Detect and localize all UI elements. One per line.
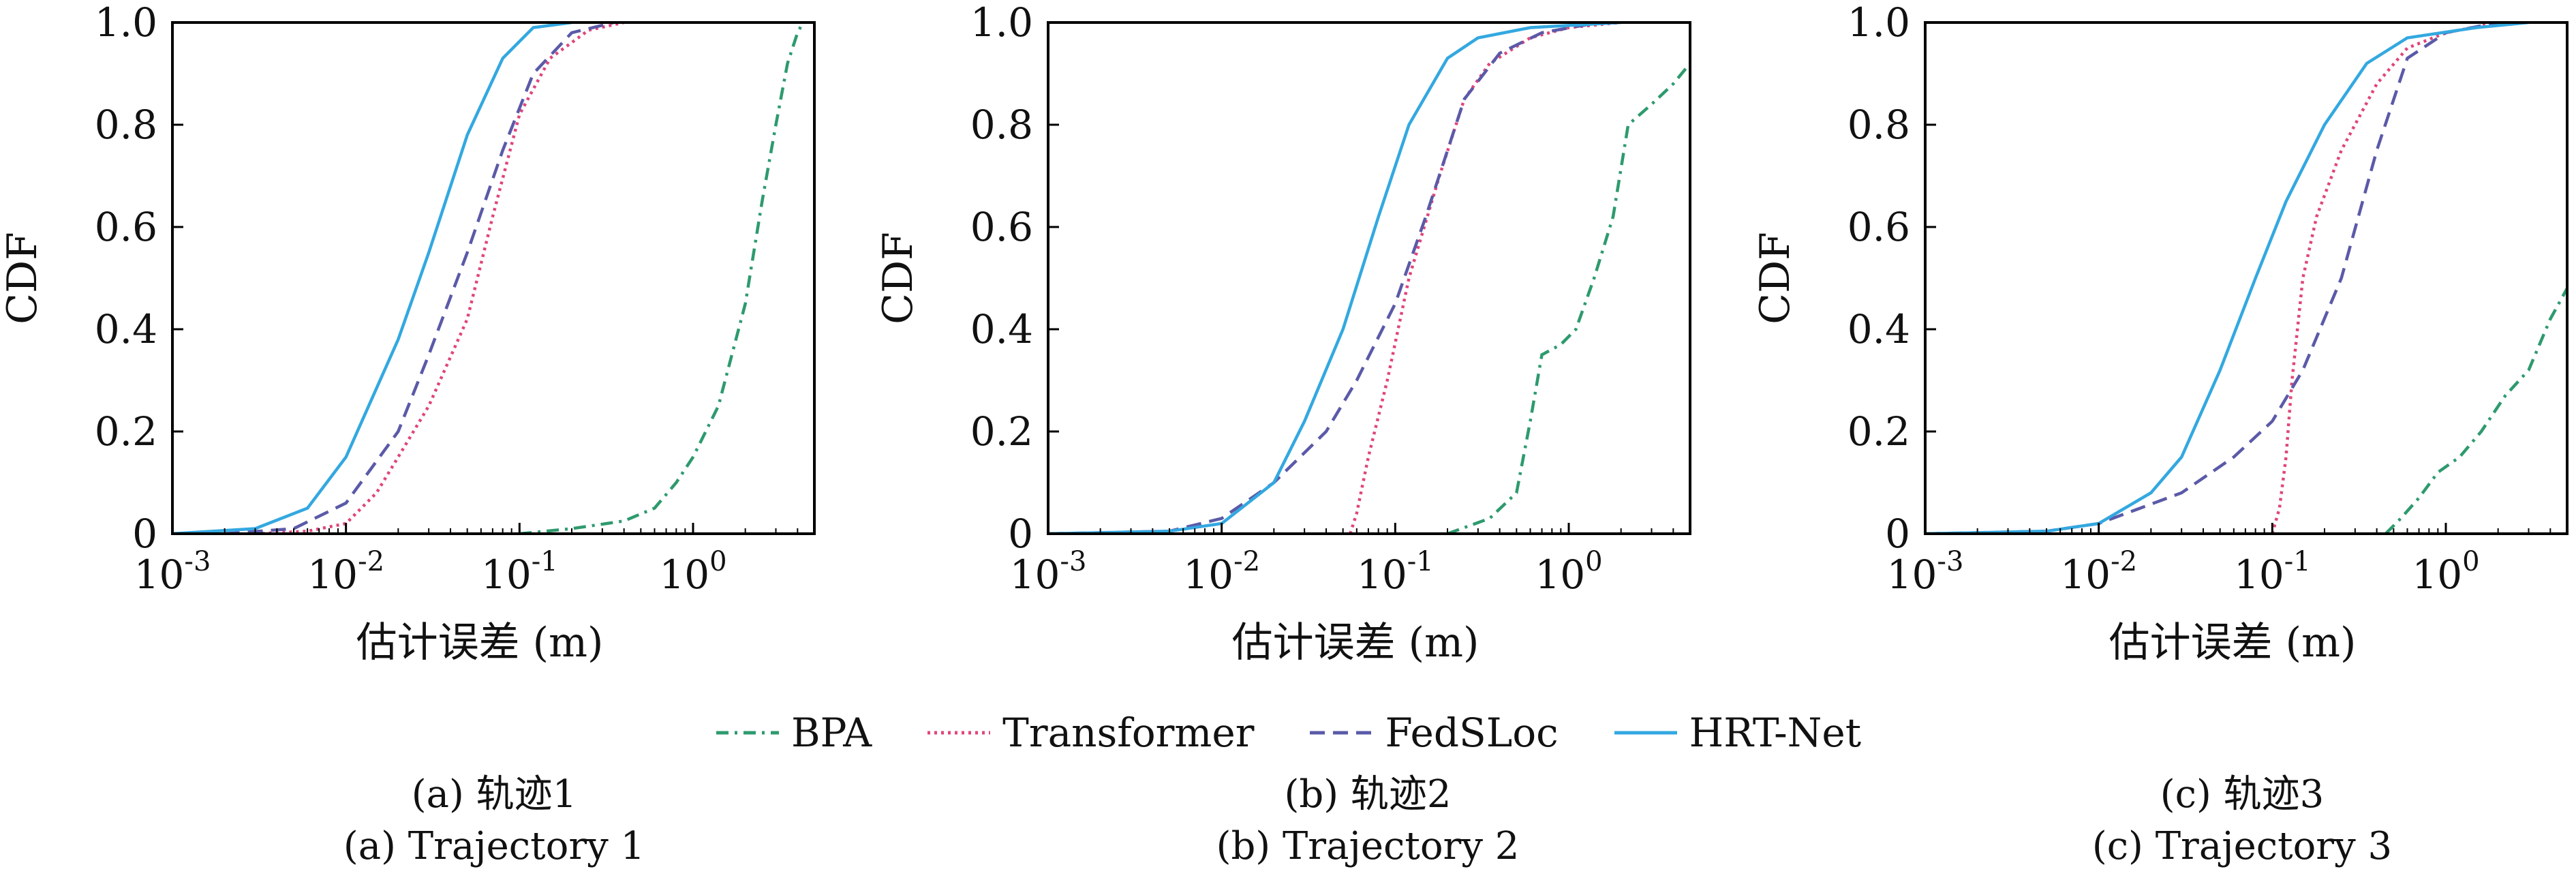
legend-swatch-transformer <box>927 731 991 735</box>
y-tick-label: 1.0 <box>95 0 157 46</box>
y-tick-label: 0.2 <box>95 408 157 455</box>
y-tick-label: 0.2 <box>970 408 1033 455</box>
series-line-hrt-net <box>1048 22 1621 534</box>
caption-a-en: (a) Trajectory 1 <box>343 824 645 868</box>
y-tick-label: 0.8 <box>95 102 157 148</box>
y-tick-label: 0.6 <box>970 204 1033 250</box>
plot-frame <box>1047 21 1691 535</box>
series-line-transformer <box>1349 22 1621 534</box>
legend-swatch-bpa <box>716 731 779 735</box>
legend-item-fedsloc: FedSLoc <box>1308 710 1559 756</box>
y-axis-label: CDF <box>874 232 922 324</box>
x-axis-label: 估计误差 (m) <box>1232 619 1479 667</box>
legend-item-transformer: Transformer <box>926 710 1254 756</box>
y-tick-label: 0 <box>132 511 157 557</box>
x-tick-label: 10-3 <box>1887 546 1964 598</box>
caption-b-en: (b) Trajectory 2 <box>1216 824 1520 868</box>
x-tick-label: 10-3 <box>134 546 211 598</box>
caption-a: (a) 轨迹1 (a) Trajectory 1 <box>187 769 801 873</box>
chart-panel-3: 0 0.2 0.4 0.6 0.8 1.0 10-3 10-2 10-1 100 估计误差 (m) C… <box>1751 0 2569 667</box>
series-line-fedsloc <box>1925 22 2499 534</box>
y-tick-label: 0.6 <box>95 204 157 250</box>
legend-label-transformer: Transformer <box>1002 710 1255 756</box>
y-tick-label: 0.4 <box>95 306 157 352</box>
x-tick-label: 100 <box>1535 546 1602 598</box>
legend-label-hrt-net: HRT-Net <box>1689 710 1862 756</box>
y-tick-label: 0.4 <box>1847 306 1910 352</box>
x-axis-label: 估计误差 (m) <box>2109 619 2357 667</box>
caption-c-en: (c) Trajectory 3 <box>2091 824 2393 868</box>
legend-swatch-fedsloc <box>1310 731 1373 735</box>
chart-panel-1: 0 0.2 0.4 0.6 0.8 1.0 10-3 10-2 10-1 100 估计误差 (m) C… <box>0 0 816 667</box>
legend-item-bpa: BPA <box>715 710 872 756</box>
y-tick-label: 0.8 <box>1847 102 1910 148</box>
legend-label-fedsloc: FedSLoc <box>1385 710 1559 756</box>
series-line-hrt-net <box>172 22 572 534</box>
legend-swatch-hrt-net <box>1614 731 1677 735</box>
y-tick-label: 1.0 <box>1847 0 1910 46</box>
y-tick-label: 0 <box>1008 511 1033 557</box>
x-tick-label: 10-3 <box>1010 546 1087 598</box>
legend-item-hrt-net: HRT-Net <box>1613 710 1861 756</box>
x-tick-label: 100 <box>659 546 726 598</box>
x-tick-label: 10-1 <box>481 546 558 598</box>
y-axis-label: CDF <box>0 232 46 324</box>
x-tick-label: 10-1 <box>1357 546 1434 598</box>
x-tick-label: 10-1 <box>2234 546 2311 598</box>
series-line-bpa <box>1447 62 1690 534</box>
legend-label-bpa: BPA <box>791 710 872 756</box>
chart-panel-2: 0 0.2 0.4 0.6 0.8 1.0 10-3 10-2 10-1 100 估计误差 (m) C… <box>874 0 1691 667</box>
y-tick-label: 0.4 <box>970 306 1033 352</box>
y-axis-label: CDF <box>1751 232 1799 324</box>
series-line-bpa <box>2385 287 2567 534</box>
caption-b-cn: (b) 轨迹2 <box>1284 772 1452 817</box>
series-line-transformer <box>255 22 625 534</box>
y-tick-label: 1.0 <box>970 0 1033 46</box>
series-line-hrt-net <box>1925 22 2529 534</box>
plot-frame <box>1924 21 2569 535</box>
series-line-bpa <box>519 22 805 534</box>
y-tick-label: 0.6 <box>1847 204 1910 250</box>
x-tick-label: 10-2 <box>2060 546 2137 598</box>
y-tick-label: 0 <box>1885 511 1910 557</box>
caption-b: (b) 轨迹2 (b) Trajectory 2 <box>1061 769 1674 873</box>
plot-frame <box>171 21 816 535</box>
caption-c-cn: (c) 轨迹3 <box>2160 772 2325 817</box>
series-line-fedsloc <box>1048 22 1600 534</box>
caption-a-cn: (a) 轨迹1 <box>411 772 577 817</box>
legend: BPA Transformer FedSLoc HRT-Net <box>0 702 2576 763</box>
x-tick-label: 100 <box>2412 546 2479 598</box>
caption-c: (c) 轨迹3 (c) Trajectory 3 <box>1935 769 2549 873</box>
series-line-fedsloc <box>224 22 615 534</box>
y-tick-label: 0.8 <box>970 102 1033 148</box>
x-axis-label: 估计误差 (m) <box>356 619 604 667</box>
cdf-charts: 0 0.2 0.4 0.6 0.8 1.0 10-3 10-2 10-1 100 估计误差 (m) C… <box>0 0 2569 667</box>
x-tick-label: 10-2 <box>1183 546 1260 598</box>
x-tick-label: 10-2 <box>307 546 384 598</box>
series-line-transformer <box>2271 22 2499 534</box>
y-tick-label: 0.2 <box>1847 408 1910 455</box>
